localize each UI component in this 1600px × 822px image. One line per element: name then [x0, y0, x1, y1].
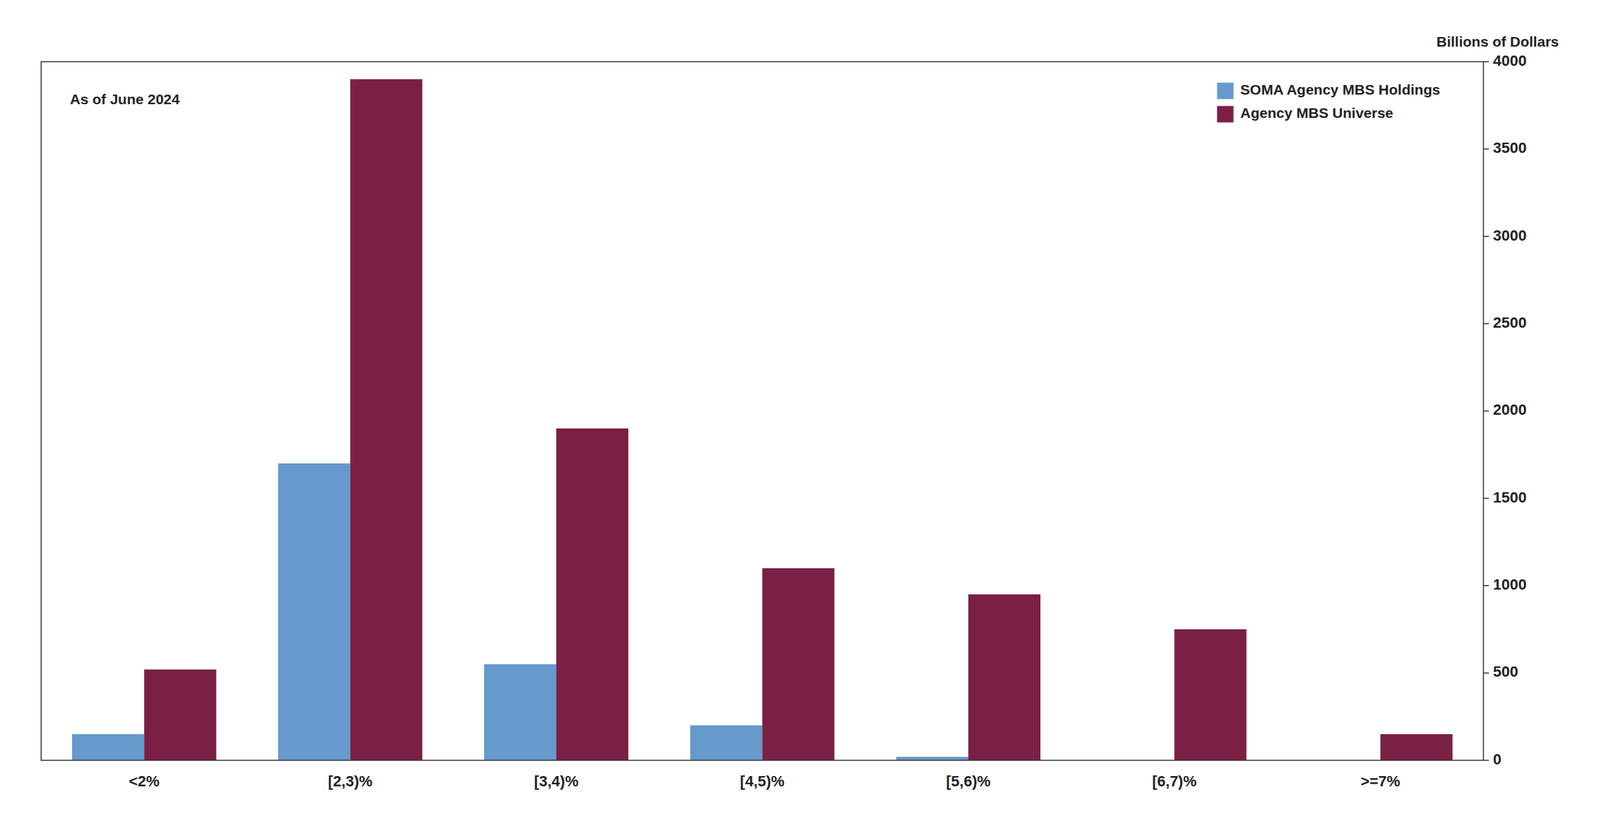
- x-tick-label: [2,3)%: [327, 772, 373, 791]
- annotation: As of June 2024: [69, 91, 180, 107]
- bar: [556, 428, 629, 761]
- legend: SOMA Agency MBS Holdings Agency MBS Unive…: [1217, 81, 1441, 123]
- y-tick: [1483, 585, 1489, 588]
- bar: [896, 757, 969, 761]
- y-tick-label: 1000: [1493, 576, 1527, 594]
- plot: 0 500 1000 1500 2000 2500 3000 3500 4000 <2% [2,3)…: [41, 33, 1559, 791]
- background: [0, 0, 1600, 822]
- y-tick-label: 3500: [1493, 139, 1527, 157]
- y-tick-label: 2000: [1493, 401, 1527, 419]
- bar: [762, 568, 835, 761]
- y-tick-label: 2500: [1493, 314, 1527, 332]
- legend-swatch: [1217, 106, 1234, 123]
- x-tick-label: <2%: [128, 772, 160, 791]
- y-tick: [1483, 61, 1489, 63]
- bar: [968, 594, 1041, 761]
- bar: [1380, 734, 1453, 761]
- y-tick: [1483, 672, 1489, 675]
- chart: 0 500 1000 1500 2000 2500 3000 3500 4000 <2% [2,3)…: [0, 0, 1600, 822]
- x-tick-label: [6,7)%: [1152, 772, 1197, 791]
- legend-item: Agency MBS Universe: [1217, 104, 1394, 123]
- y-axis-label: Billions of Dollars: [1436, 33, 1559, 50]
- x-tick-label: [5,6)%: [946, 772, 991, 791]
- x-tick-label: [3,4)%: [534, 772, 579, 791]
- bar: [350, 78, 423, 761]
- x-tick-label: [4,5)%: [739, 772, 785, 791]
- y-tick: [1483, 235, 1489, 238]
- y-tick: [1483, 323, 1489, 325]
- y-tick: [1483, 497, 1489, 500]
- plot-frame: [41, 61, 1484, 761]
- y-tick-label: 1500: [1493, 488, 1527, 507]
- y-tick: [1483, 759, 1489, 762]
- bar: [72, 734, 145, 761]
- legend-swatch: [1217, 82, 1234, 100]
- y-tick-label: 0: [1493, 750, 1502, 769]
- bars: [72, 78, 1453, 761]
- x-tick-label: >=7%: [1360, 772, 1401, 791]
- bar: [277, 463, 350, 761]
- legend-label: Agency MBS Universe: [1240, 104, 1394, 121]
- bar: [689, 725, 762, 761]
- y-tick: [1483, 410, 1489, 413]
- bar: [1174, 629, 1247, 761]
- y-tick-label: 3000: [1493, 227, 1527, 245]
- legend-label: SOMA Agency MBS Holdings: [1240, 81, 1441, 98]
- bar: [484, 664, 557, 761]
- y-tick-label: 4000: [1493, 52, 1527, 70]
- y-tick-label: 500: [1493, 663, 1519, 681]
- legend-item: SOMA Agency MBS Holdings: [1217, 81, 1441, 99]
- bar: [144, 670, 217, 761]
- y-tick: [1483, 148, 1489, 151]
